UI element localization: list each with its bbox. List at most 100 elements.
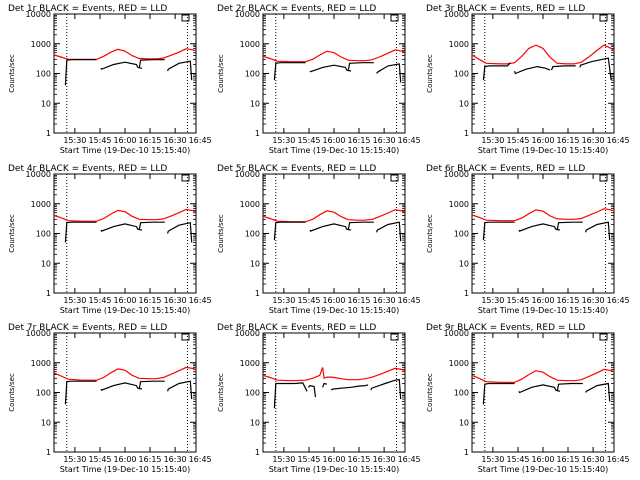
series-events-line xyxy=(138,59,165,69)
corner-marker xyxy=(599,333,608,341)
series-events-line xyxy=(100,382,143,391)
x-tick-label: 16:15 xyxy=(138,296,161,305)
series-events-line xyxy=(347,62,374,72)
chart-title: Det 5r BLACK = Events, RED = LLD xyxy=(217,164,376,174)
y-tick-label: 10 xyxy=(459,99,469,108)
series-events-line xyxy=(550,65,576,71)
chart-title: Det 3r BLACK = Events, RED = LLD xyxy=(426,4,585,14)
x-tick-label: 15:45 xyxy=(297,136,320,145)
x-tick-label: 15:30 xyxy=(63,296,86,305)
x-tick-label: 16:00 xyxy=(531,296,554,305)
x-tick-label: 16:30 xyxy=(373,296,396,305)
y-tick-label: 1000 xyxy=(31,359,51,368)
y-tick-label: 100 xyxy=(36,230,51,239)
y-tick-label: 100 xyxy=(454,230,469,239)
series-events-line xyxy=(482,62,511,81)
chart-title: Det 1r BLACK = Events, RED = LLD xyxy=(8,4,167,14)
series-events-line xyxy=(167,221,193,243)
chart-panel-2: Det 2r BLACK = Events, RED = LLD 1 10 100 10… xyxy=(217,4,421,155)
series-lld-line xyxy=(471,208,615,222)
chart-title: Det 9r BLACK = Events, RED = LLD xyxy=(426,323,585,333)
series-events-line xyxy=(64,221,97,243)
x-tick-label: 15:45 xyxy=(88,296,111,305)
chart-title: Det 6r BLACK = Events, RED = LLD xyxy=(426,164,585,174)
series-events-line xyxy=(167,60,193,81)
series-events-line xyxy=(482,221,515,241)
y-tick-label: 1 xyxy=(464,448,469,457)
series-events-line xyxy=(585,382,611,402)
x-tick-label: 15:45 xyxy=(88,136,111,145)
x-axis-label: Start Time (19-Dec-10 15:15:40) xyxy=(269,306,400,315)
y-axis-label: Counts/sec xyxy=(8,373,16,412)
x-tick-label: 16:45 xyxy=(607,296,630,305)
y-tick-label: 1 xyxy=(255,448,260,457)
series-lld-line xyxy=(471,368,615,383)
series-events-line xyxy=(370,379,402,400)
y-tick-label: 10000 xyxy=(26,329,51,338)
y-axis-label: Counts/sec xyxy=(217,373,225,412)
series-events-line xyxy=(167,380,193,400)
x-axis-label: Start Time (19-Dec-10 15:15:40) xyxy=(269,146,400,155)
series-events-line xyxy=(330,384,369,391)
x-tick-label: 16:45 xyxy=(189,136,212,145)
x-tick-label: 16:15 xyxy=(556,455,579,464)
x-axis-label: Start Time (19-Dec-10 15:15:40) xyxy=(60,146,191,155)
y-tick-label: 10000 xyxy=(444,10,469,19)
series-events-line xyxy=(309,223,352,232)
y-tick-label: 1 xyxy=(255,129,260,138)
x-tick-label: 15:45 xyxy=(506,136,529,145)
y-tick-label: 1 xyxy=(464,289,469,298)
series-events-line xyxy=(138,380,165,390)
series-events-line xyxy=(322,382,328,388)
x-tick-label: 16:15 xyxy=(347,296,370,305)
series-events-line xyxy=(273,221,306,241)
x-tick-label: 16:45 xyxy=(189,296,212,305)
y-tick-label: 1 xyxy=(255,289,260,298)
y-tick-label: 10 xyxy=(250,259,260,268)
chart-title: Det 7r BLACK = Events, RED = LLD xyxy=(8,323,167,333)
y-tick-label: 10000 xyxy=(26,170,51,179)
x-tick-label: 16:30 xyxy=(373,455,396,464)
corner-marker xyxy=(181,14,190,22)
chart-panel-6: Det 6r BLACK = Events, RED = LLD 1 10 100 10… xyxy=(426,164,630,315)
y-tick-label: 100 xyxy=(245,389,260,398)
x-tick-label: 15:45 xyxy=(297,455,320,464)
y-axis-label: Counts/sec xyxy=(8,214,16,253)
chart-panel-3: Det 3r BLACK = Events, RED = LLD 1 10 100 10… xyxy=(426,4,630,155)
y-axis-label: Counts/sec xyxy=(426,54,434,93)
x-tick-label: 15:30 xyxy=(63,136,86,145)
x-tick-label: 16:30 xyxy=(582,136,605,145)
y-tick-label: 10000 xyxy=(444,170,469,179)
x-tick-label: 16:15 xyxy=(556,296,579,305)
y-tick-label: 1 xyxy=(464,129,469,138)
series-lld-line xyxy=(262,367,406,382)
chart-panel-5: Det 5r BLACK = Events, RED = LLD 1 10 100 10… xyxy=(217,164,421,315)
x-tick-label: 16:00 xyxy=(113,296,136,305)
plot-frame xyxy=(262,332,406,453)
y-tick-label: 10000 xyxy=(235,10,260,19)
series-lld-line xyxy=(53,48,197,60)
x-tick-label: 15:45 xyxy=(297,296,320,305)
series-events-line xyxy=(376,63,402,83)
y-tick-label: 10 xyxy=(41,99,51,108)
x-tick-label: 16:00 xyxy=(322,136,345,145)
y-tick-label: 10000 xyxy=(235,170,260,179)
x-tick-label: 16:00 xyxy=(322,455,345,464)
y-tick-label: 1000 xyxy=(449,359,469,368)
y-tick-label: 1000 xyxy=(240,40,260,49)
series-events-line xyxy=(556,221,583,231)
series-lld-line xyxy=(262,209,406,223)
x-axis-label: Start Time (19-Dec-10 15:15:40) xyxy=(60,306,191,315)
x-tick-label: 16:15 xyxy=(138,136,161,145)
y-tick-label: 100 xyxy=(245,230,260,239)
y-tick-label: 100 xyxy=(36,70,51,79)
chart-panel-1: Det 1r BLACK = Events, RED = LLD 1 10 100 10… xyxy=(8,4,212,155)
x-tick-label: 15:30 xyxy=(272,296,295,305)
corner-marker xyxy=(599,14,608,22)
y-tick-label: 1000 xyxy=(31,40,51,49)
y-tick-label: 1000 xyxy=(449,40,469,49)
x-tick-label: 16:00 xyxy=(531,136,554,145)
y-tick-label: 1 xyxy=(46,448,51,457)
x-tick-label: 16:45 xyxy=(398,296,421,305)
